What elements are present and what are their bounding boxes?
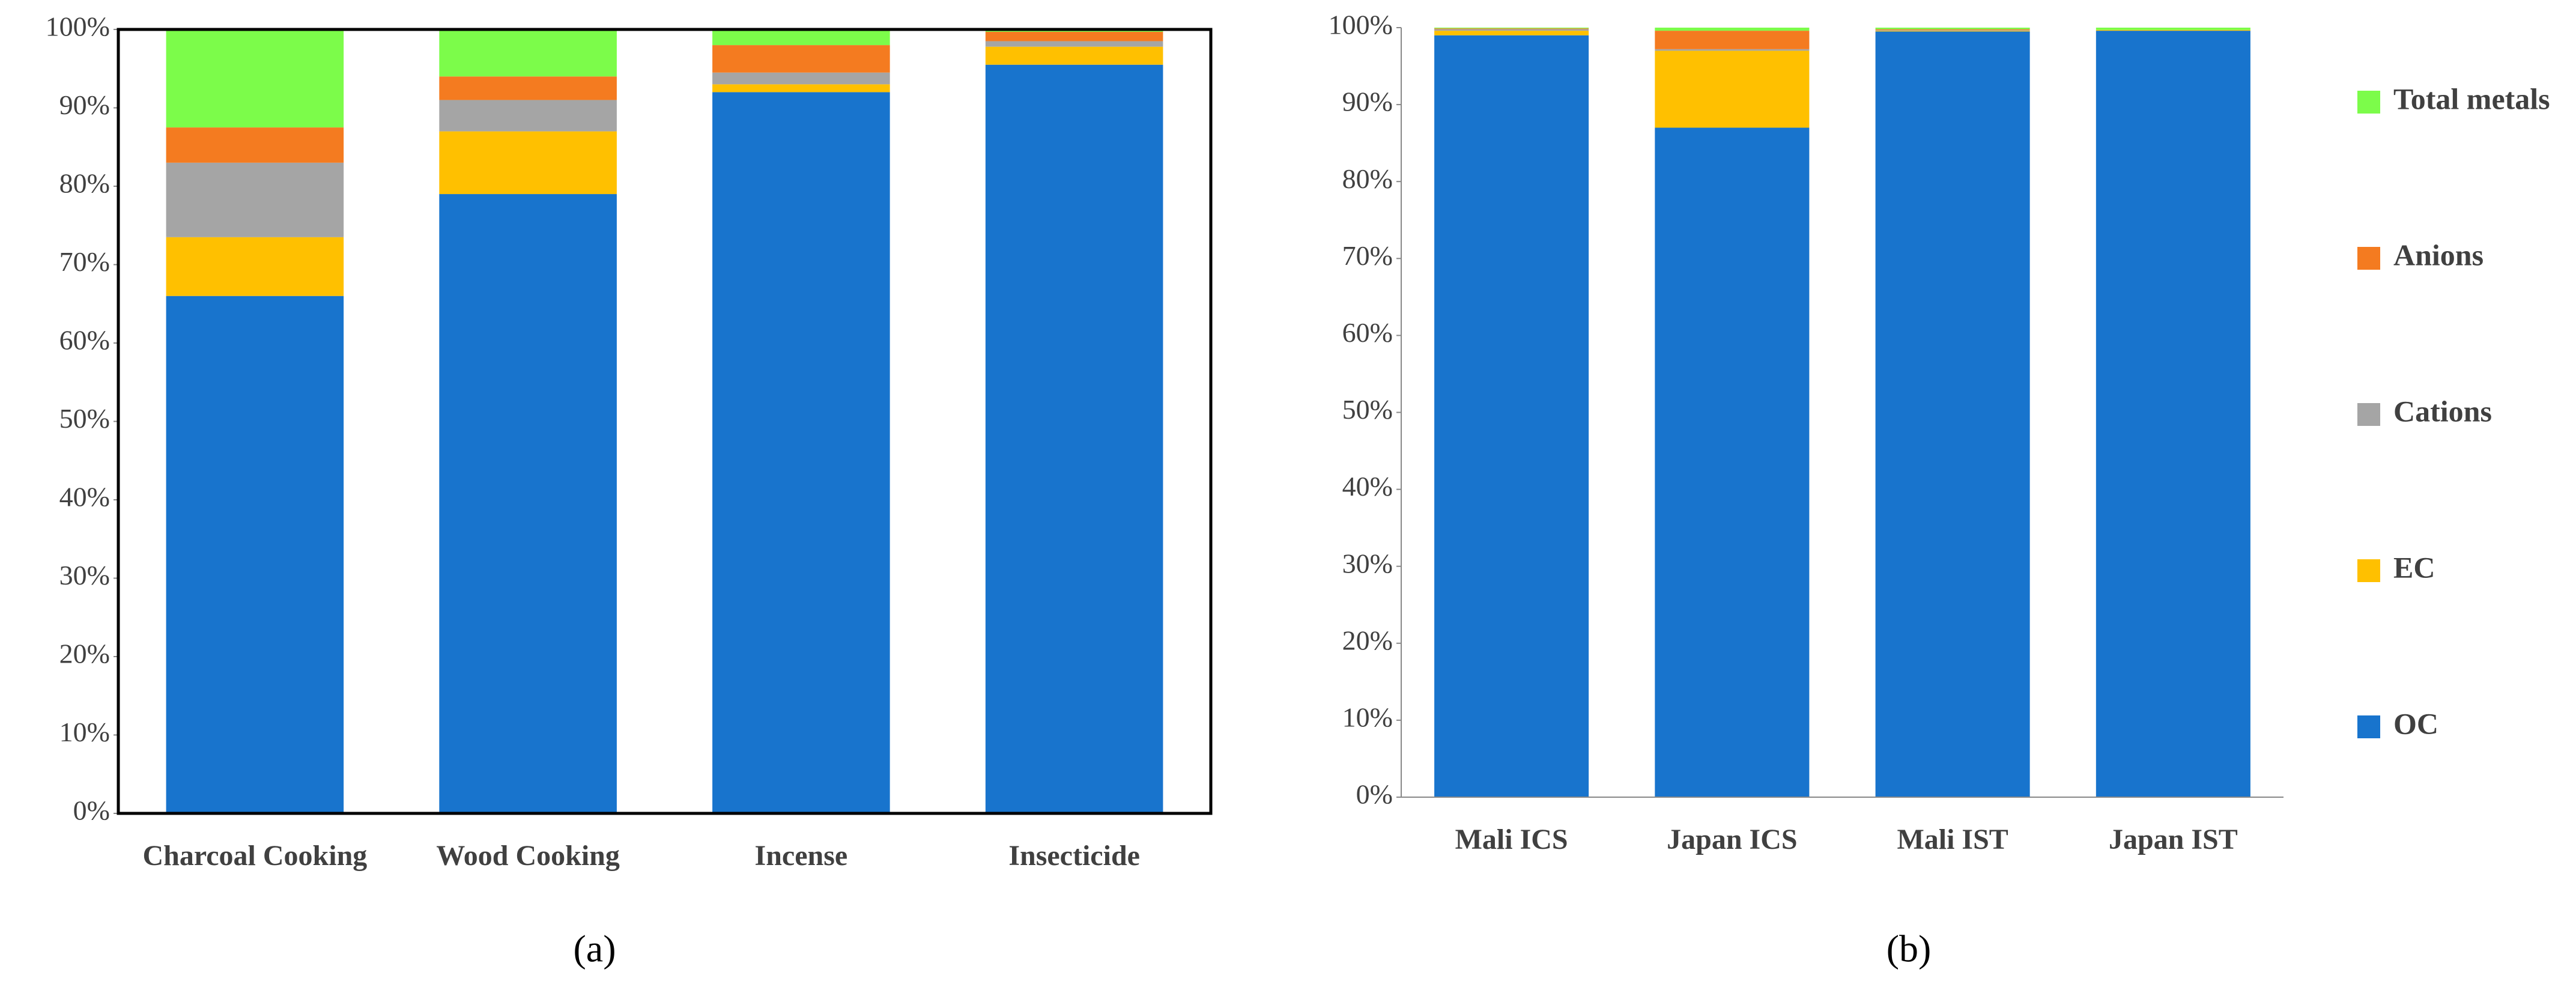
bar-segment bbox=[166, 162, 344, 237]
x-tick-label: Japan ICS bbox=[1667, 824, 1797, 855]
y-tick-label: 90% bbox=[1342, 87, 1393, 117]
caption: (b) bbox=[1887, 928, 1932, 970]
legend-swatch bbox=[2357, 403, 2380, 426]
y-tick-label: 90% bbox=[59, 90, 110, 120]
bar-segment bbox=[1875, 29, 2030, 31]
legend-swatch bbox=[2357, 91, 2380, 114]
bar-segment bbox=[166, 29, 344, 128]
y-tick-label: 0% bbox=[1356, 779, 1393, 810]
y-tick-label: 10% bbox=[59, 717, 110, 747]
bar-segment bbox=[1875, 28, 2030, 29]
bar-segment bbox=[712, 84, 890, 93]
legend-swatch bbox=[2357, 715, 2380, 738]
bar-segment bbox=[1434, 35, 1589, 797]
y-tick-label: 60% bbox=[1342, 317, 1393, 348]
y-tick-label: 20% bbox=[59, 639, 110, 669]
bar-segment bbox=[985, 46, 1163, 65]
bar-segment bbox=[439, 29, 617, 77]
x-tick-label: Incense bbox=[755, 840, 848, 872]
bar-segment bbox=[1655, 49, 1810, 51]
bar-segment bbox=[166, 237, 344, 296]
y-tick-label: 0% bbox=[73, 795, 110, 826]
y-tick-label: 30% bbox=[1342, 548, 1393, 578]
x-tick-label: Mali IST bbox=[1897, 824, 2008, 855]
bar-segment bbox=[1655, 31, 1810, 49]
bar-segment bbox=[166, 127, 344, 163]
bar-segment bbox=[439, 76, 617, 100]
caption: (a) bbox=[573, 928, 616, 970]
y-tick-label: 80% bbox=[1342, 163, 1393, 194]
y-tick-label: 70% bbox=[59, 246, 110, 277]
y-tick-label: 60% bbox=[59, 325, 110, 356]
legend-swatch bbox=[2357, 559, 2380, 582]
bar-segment bbox=[1875, 29, 2030, 30]
bar-segment bbox=[1434, 31, 1589, 35]
y-tick-label: 70% bbox=[1342, 240, 1393, 271]
bar-segment bbox=[2096, 29, 2250, 31]
x-tick-label: Charcoal Cooking bbox=[142, 840, 367, 872]
bar-segment bbox=[2096, 31, 2250, 797]
x-tick-label: Wood Cooking bbox=[436, 840, 619, 872]
y-tick-label: 100% bbox=[1329, 10, 1393, 40]
legend-label: Total metals bbox=[2393, 82, 2550, 115]
bar-segment bbox=[1655, 50, 1810, 128]
bar-segment bbox=[439, 100, 617, 132]
bar-segment bbox=[712, 45, 890, 73]
bar-segment bbox=[1875, 31, 2030, 797]
y-tick-label: 40% bbox=[1342, 471, 1393, 502]
bar-segment bbox=[1434, 28, 1589, 29]
bar-segment bbox=[1655, 28, 1810, 31]
legend-label: EC bbox=[2393, 550, 2435, 584]
x-tick-label: Mali ICS bbox=[1455, 824, 1568, 855]
bar-segment bbox=[985, 41, 1163, 47]
bar-segment bbox=[166, 296, 344, 813]
y-tick-label: 40% bbox=[59, 482, 110, 512]
y-tick-label: 20% bbox=[1342, 625, 1393, 655]
bar-segment bbox=[1434, 29, 1589, 31]
x-tick-label: Japan IST bbox=[2109, 824, 2238, 855]
bar-segment bbox=[712, 92, 890, 813]
y-tick-label: 80% bbox=[59, 168, 110, 199]
bar-segment bbox=[712, 72, 890, 85]
y-tick-label: 50% bbox=[1342, 394, 1393, 425]
bar-segment bbox=[2096, 28, 2250, 30]
y-tick-label: 50% bbox=[59, 403, 110, 434]
bar-segment bbox=[985, 64, 1163, 814]
x-tick-label: Insecticide bbox=[1008, 840, 1140, 872]
bar-segment bbox=[439, 131, 617, 195]
y-tick-label: 10% bbox=[1342, 702, 1393, 732]
bar-segment bbox=[712, 29, 890, 46]
legend-label: Cations bbox=[2393, 394, 2492, 428]
bar-segment bbox=[439, 194, 617, 813]
legend-label: OC bbox=[2393, 706, 2438, 740]
y-tick-label: 100% bbox=[46, 11, 110, 42]
legend-label: Anions bbox=[2393, 238, 2484, 272]
y-tick-label: 30% bbox=[59, 560, 110, 591]
bar-segment bbox=[1655, 127, 1810, 797]
plot-frame bbox=[117, 28, 1213, 815]
bar-segment bbox=[985, 31, 1163, 41]
legend-swatch bbox=[2357, 247, 2380, 270]
